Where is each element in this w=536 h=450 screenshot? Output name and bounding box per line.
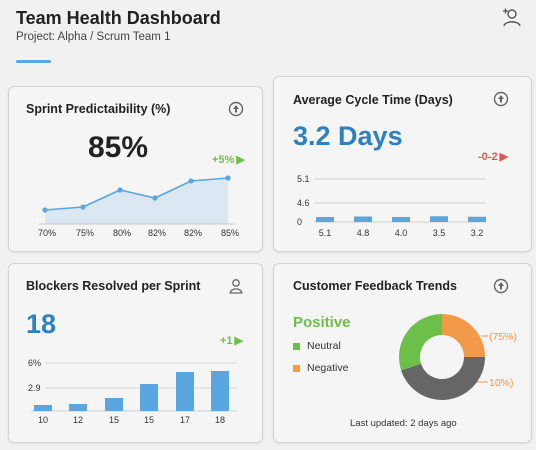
predictability-delta: +5% ▶ (212, 153, 245, 166)
card-average-cycle-time: Average Cycle Time (Days) 3.2 Days -0-2 ▶… (273, 76, 532, 252)
add-user-icon[interactable] (500, 8, 522, 28)
arrow-up-circle-icon[interactable] (493, 91, 509, 107)
x-tick-label: 15 (109, 415, 119, 425)
data-point (225, 175, 231, 181)
feedback-donut-chart: (75%) 10%) (399, 314, 517, 400)
bar (176, 372, 194, 411)
legend-label: Neutral (307, 340, 341, 352)
donut-slice (401, 357, 485, 400)
data-point (80, 204, 86, 210)
page-subtitle: Project: Alpha / Scrum Team 1 (16, 31, 171, 43)
triangle-right-icon: ▶ (234, 335, 244, 347)
donut-slice (442, 314, 485, 357)
x-tick-label: 5.1 (319, 228, 332, 238)
triangle-right-icon: ▶ (499, 151, 509, 163)
x-tick-label: 12 (73, 415, 83, 425)
x-tick-label: 4.8 (357, 228, 370, 238)
bar (430, 216, 448, 222)
data-point (117, 187, 123, 193)
page-title: Team Health Dashboard (16, 8, 221, 28)
blockers-delta: +1 ▶ (220, 334, 243, 347)
x-tick-label: 3.5 (433, 228, 446, 238)
slice-label: 10%) (489, 377, 514, 389)
series-line (44, 177, 229, 211)
blockers-value: 18 (26, 309, 57, 339)
legend-item-negative: Negative (293, 362, 348, 374)
card-title: Blockers Resolved per Sprint (26, 279, 201, 293)
bar (468, 216, 486, 222)
last-updated: Last updated: 2 days ago (350, 418, 457, 429)
x-tick-label: 10 (38, 415, 48, 425)
x-tick-label: 75% (76, 228, 94, 238)
predictability-value: 85% (88, 131, 149, 164)
x-tick-label: 82% (148, 228, 166, 238)
area-fill (45, 178, 228, 224)
data-point (42, 207, 48, 213)
y-tick-label: 5.1 (297, 174, 310, 184)
bar (34, 405, 52, 411)
blockers-bar-chart: 6% 2.9 10 12 15 15 17 18 (28, 358, 237, 425)
x-tick-label: 80% (113, 228, 131, 238)
x-tick-label: 15 (144, 415, 154, 425)
bar (105, 398, 123, 411)
legend-item-neutral: Neutral (293, 340, 341, 352)
bar (316, 217, 334, 222)
bar (140, 384, 158, 411)
y-tick-label: 2.9 (28, 383, 41, 393)
x-tick-label: 4.0 (395, 228, 408, 238)
legend-swatch (293, 342, 300, 350)
bar (69, 404, 87, 411)
x-tick-label: 18 (215, 415, 225, 425)
card-sprint-predictability: Sprint Predictaibility (%) 85% +5% ▶ 70% 7… (8, 86, 263, 252)
cycle-time-value: 3.2 Days (293, 121, 403, 151)
user-icon[interactable] (228, 278, 244, 294)
bar (392, 217, 410, 222)
delta-text: +1 (220, 335, 233, 347)
arrow-up-circle-icon[interactable] (493, 278, 509, 294)
card-blockers-resolved: Blockers Resolved per Sprint 18 +1 ▶ 6% 2.… (8, 263, 263, 443)
x-tick-label: 82% (184, 228, 202, 238)
positive-label: Positive (293, 314, 351, 331)
arrow-up-circle-icon[interactable] (228, 101, 244, 117)
bar (211, 371, 229, 411)
card-title: Customer Feedback Trends (293, 279, 457, 293)
bar (354, 216, 372, 222)
delta-text: +5% (212, 154, 235, 166)
card-customer-feedback: Customer Feedback Trends Positive Neutra… (273, 263, 532, 443)
dashboard-header: Team Health Dashboard Project: Alpha / S… (0, 0, 536, 70)
cycle-time-bar-chart: 5.1 4.6 0 5.1 4.8 4.0 3.5 3.2 (297, 174, 486, 238)
y-tick-label: 0 (297, 217, 302, 227)
card-title: Average Cycle Time (Days) (293, 93, 453, 107)
x-tick-label: 85% (221, 228, 239, 238)
slice-label: (75%) (489, 331, 517, 343)
x-tick-label: 3.2 (471, 228, 484, 238)
title-underline (16, 60, 51, 63)
delta-text: -0-2 (478, 151, 498, 163)
data-point (152, 195, 158, 201)
donut-slice (399, 314, 442, 371)
x-tick-label: 17 (180, 415, 190, 425)
cycle-time-delta: -0-2 ▶ (478, 150, 508, 163)
data-point (188, 178, 194, 184)
card-title: Sprint Predictaibility (%) (26, 102, 171, 116)
y-tick-label: 6% (28, 358, 41, 368)
predictability-area-chart: 70% 75% 80% 82% 82% 85% (38, 175, 239, 238)
legend-label: Negative (307, 362, 349, 374)
legend-swatch (293, 364, 300, 372)
triangle-right-icon: ▶ (236, 154, 245, 166)
y-tick-label: 4.6 (297, 198, 310, 208)
x-tick-label: 70% (38, 228, 56, 238)
